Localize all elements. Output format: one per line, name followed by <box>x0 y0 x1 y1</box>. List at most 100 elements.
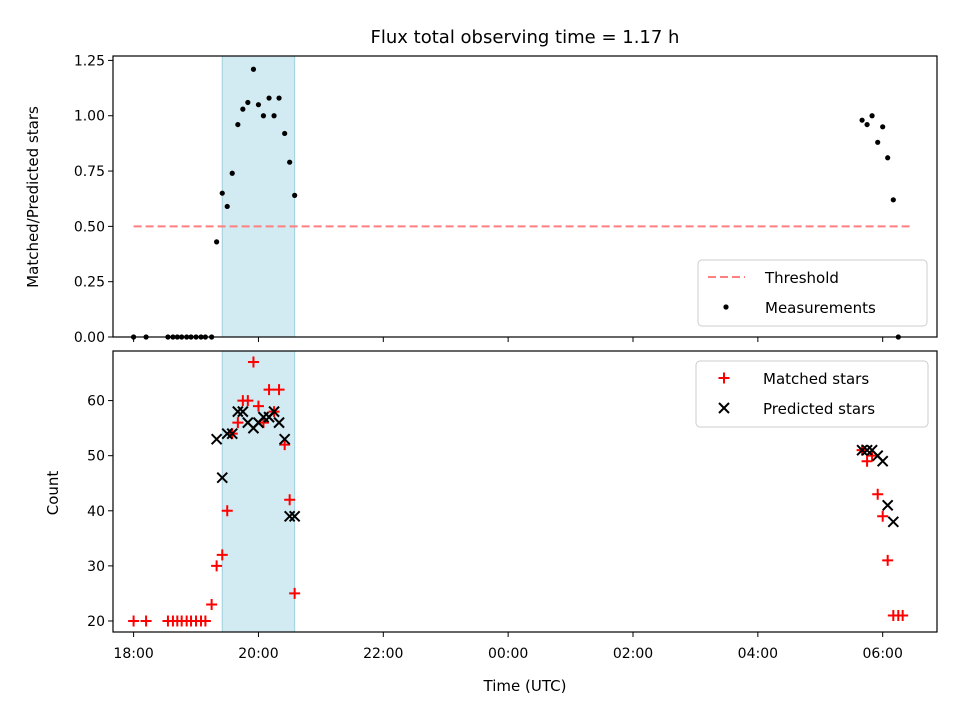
x-tick-label: 06:00 <box>863 646 903 662</box>
matched-star-point <box>279 439 291 451</box>
matched-star-point <box>273 384 285 396</box>
legend-measurement-swatch <box>723 304 729 310</box>
matched-star-point <box>872 488 884 500</box>
measurement-point <box>260 113 267 119</box>
measurement-point <box>875 139 881 145</box>
top-legend-label: Measurements <box>765 299 876 317</box>
predicted-star-point <box>876 455 889 467</box>
predicted-star-point <box>210 433 223 445</box>
measurement-point <box>266 95 272 101</box>
bottom-legend-box <box>695 360 929 428</box>
predicted-star-point <box>226 427 238 440</box>
predicted-star-point <box>273 416 285 429</box>
matched-star-point <box>232 417 244 429</box>
matched-star-point <box>252 400 264 412</box>
bottom-y-tick-label: 30 <box>87 559 105 575</box>
measurement-point <box>287 159 293 165</box>
predicted-star-point <box>278 433 291 445</box>
measurement-point <box>869 113 875 119</box>
measurement-point <box>859 117 865 123</box>
legend-matched-swatch <box>718 372 730 384</box>
predicted-star-point <box>288 510 301 523</box>
predicted-star-point <box>232 405 244 418</box>
matched-star-point <box>216 549 228 561</box>
matched-star-point <box>897 609 909 621</box>
matched-star-point <box>211 560 223 572</box>
predicted-star-point <box>283 510 296 523</box>
bottom-legend: Matched stars Predicted stars <box>695 360 929 428</box>
measurement-point <box>292 192 298 198</box>
matched-star-point <box>263 384 275 396</box>
measurement-point <box>250 66 257 72</box>
matched-star-point <box>221 505 233 517</box>
matched-star-point <box>206 598 218 610</box>
measurement-point <box>240 106 246 112</box>
measurement-point <box>890 197 896 203</box>
bottom-panel: 20 30 40 50 60 18:00 20:00 22:00 00:00 02:00 04:00… <box>87 350 938 662</box>
predicted-star-point <box>856 444 868 456</box>
top-legend-box <box>697 259 928 327</box>
matched-star-point <box>199 615 211 627</box>
top-y-tick-label: 0.75 <box>74 164 105 180</box>
bottom-y-tick-label: 50 <box>87 449 105 465</box>
measurement-point <box>235 121 241 128</box>
measurement-point <box>864 121 870 128</box>
top-axes-frame <box>112 55 938 338</box>
x-tick-label: 02:00 <box>613 646 653 662</box>
x-tick-label: 20:00 <box>238 646 278 662</box>
top-y-axis-label: Matched/Predicted stars <box>24 106 42 288</box>
measurement-point <box>885 155 891 161</box>
predicted-star-point <box>887 516 900 528</box>
top-y-tick-label: 0.50 <box>74 219 105 235</box>
bottom-shaded-interval <box>221 350 296 633</box>
x-tick-label: 04:00 <box>738 646 778 662</box>
predicted-star-point <box>221 427 233 440</box>
x-tick-label: 00:00 <box>488 646 528 662</box>
matched-star-point <box>242 395 254 407</box>
measurement-point <box>229 170 235 176</box>
matched-star-point <box>140 615 152 627</box>
top-y-tick-label: 0.00 <box>74 330 105 346</box>
bottom-y-tick-label: 40 <box>87 504 105 520</box>
top-y-tick-label: 1.25 <box>74 53 105 69</box>
matched-star-point <box>128 615 140 627</box>
measurement-point <box>880 124 886 130</box>
top-y-tick-label: 0.25 <box>74 275 105 291</box>
bottom-y-tick-label: 20 <box>87 614 105 630</box>
matched-star-point <box>247 356 259 368</box>
measurement-point <box>224 203 230 210</box>
top-legend-label: Threshold <box>764 269 839 287</box>
matched-star-point <box>284 494 296 506</box>
bottom-y-tick-label: 60 <box>87 394 105 410</box>
measurement-point <box>282 130 288 137</box>
matched-star-point <box>882 554 894 566</box>
predicted-star-point <box>237 405 249 418</box>
predicted-star-point <box>861 444 873 456</box>
bottom-legend-label: Predicted stars <box>763 400 875 418</box>
matched-star-point <box>289 587 301 599</box>
bottom-y-axis-label: Count <box>44 471 62 516</box>
top-legend: Threshold Measurements <box>697 259 928 327</box>
measurement-point <box>255 102 262 108</box>
x-axis-label: Time (UTC) <box>483 677 567 695</box>
measurement-point <box>245 99 251 106</box>
legend-predicted-swatch <box>718 402 730 414</box>
matched-star-point <box>861 455 873 467</box>
x-tick-label: 18:00 <box>113 646 153 662</box>
measurement-point <box>276 95 282 101</box>
predicted-star-point <box>881 499 894 511</box>
predicted-star-point <box>268 405 280 418</box>
measurement-point <box>219 190 225 196</box>
bottom-legend-label: Matched stars <box>763 370 869 388</box>
matched-star-point <box>866 450 878 462</box>
measurement-point <box>271 113 277 119</box>
x-tick-label: 22:00 <box>363 646 403 662</box>
predicted-star-point <box>216 472 228 484</box>
top-shaded-interval <box>221 55 296 338</box>
bottom-axes-frame <box>112 350 938 633</box>
top-y-tick-label: 1.00 <box>74 109 105 125</box>
measurement-point <box>214 239 220 245</box>
matched-star-point <box>877 510 889 522</box>
top-panel: 0.00 0.25 0.50 0.75 1.00 1.25 Threshold Measure… <box>74 53 938 346</box>
